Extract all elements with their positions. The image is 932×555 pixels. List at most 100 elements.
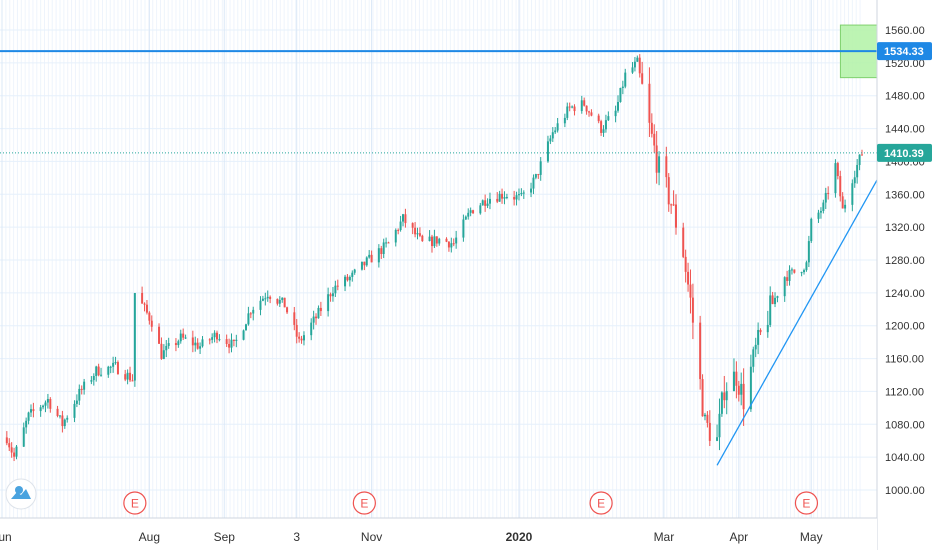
candle-body: [505, 196, 508, 198]
candle-body: [566, 106, 569, 118]
candle-body: [539, 161, 542, 175]
candle-body: [300, 338, 303, 341]
candle-body: [208, 339, 211, 341]
candle-body: [249, 313, 252, 315]
candle-body: [716, 437, 719, 441]
price-tick-label: 1240.00: [885, 288, 925, 300]
candle-body: [216, 332, 218, 340]
time-tick-label: Mar: [654, 530, 675, 544]
candle-body: [667, 177, 670, 205]
candle-body: [78, 388, 81, 401]
candle-body: [421, 235, 424, 242]
candle-body: [788, 269, 791, 281]
candle-body: [385, 242, 388, 244]
candle-body: [771, 295, 774, 305]
candle-body: [167, 343, 170, 346]
candle-body: [148, 312, 151, 321]
candle-body: [211, 337, 214, 340]
candle-body: [472, 210, 475, 214]
candle-body: [331, 293, 334, 297]
candle-body: [708, 422, 711, 441]
candle-body: [556, 123, 559, 131]
candle-body: [252, 309, 255, 314]
candle-body: [73, 403, 76, 418]
price-label-text: 1410.39: [884, 148, 924, 160]
candle-body: [416, 233, 419, 235]
candle-body: [107, 366, 110, 375]
candle-body: [10, 447, 13, 453]
time-axis[interactable]: Jun Aug Sep 3 Nov 2020 Mar Apr May: [0, 517, 877, 550]
candle-body: [310, 322, 313, 336]
candle-body: [177, 341, 180, 346]
candle-body: [22, 427, 25, 447]
candle-body: [174, 343, 177, 346]
candle-body: [817, 212, 820, 219]
candle-body: [546, 141, 549, 162]
candles-layer: [5, 54, 863, 462]
earnings-marker: [123, 491, 147, 515]
candle-body: [699, 322, 702, 380]
price-tick-label: 1160.00: [885, 354, 924, 366]
candle-body: [360, 261, 363, 270]
candle-body: [839, 176, 842, 197]
candle-body: [650, 122, 653, 134]
candle-body: [346, 276, 349, 281]
candle-body: [363, 261, 366, 266]
candle-body: [481, 200, 484, 206]
candle-body: [377, 248, 380, 263]
candle-body: [131, 380, 134, 382]
candle-body: [810, 218, 813, 242]
candle-body: [469, 210, 472, 213]
candle-body: [160, 343, 163, 359]
price-tick-label: 1560.00: [885, 25, 925, 37]
candle-body: [13, 452, 16, 457]
earnings-marker-label: E: [131, 497, 139, 511]
logo-cloud-shape: [11, 489, 31, 499]
candle-body: [732, 371, 735, 392]
candle-body: [380, 248, 383, 255]
candle-body: [25, 420, 28, 428]
candle-body: [232, 339, 235, 341]
candle-body: [687, 271, 690, 285]
candle-body: [754, 344, 757, 350]
earnings-marker: [589, 491, 613, 515]
candle-body: [56, 408, 59, 416]
candle-body: [39, 407, 42, 412]
candle-body: [402, 214, 405, 222]
candle-body: [706, 414, 709, 423]
candle-body: [549, 138, 552, 142]
candle-body: [315, 316, 318, 319]
candle-body: [503, 197, 506, 199]
candle-body: [776, 296, 779, 298]
candle-body: [370, 254, 373, 263]
candle-body: [638, 57, 641, 74]
candle-body: [230, 339, 233, 348]
candle-body: [803, 270, 806, 273]
major-gridlines: [0, 0, 877, 518]
candle-body: [124, 374, 127, 380]
candle-body: [790, 269, 793, 271]
candle-body: [428, 236, 431, 242]
earnings-marker-label: E: [802, 497, 810, 511]
candle-body: [447, 241, 450, 248]
candle-body: [498, 193, 501, 202]
candle-body: [532, 177, 535, 189]
tradingview-cloud-icon[interactable]: [5, 478, 37, 510]
price-axis[interactable]: 1000.00 1040.00 1080.00 1120.00 1160.00 1200.…: [876, 0, 932, 550]
candle-body: [534, 174, 537, 178]
candle-body: [387, 242, 390, 244]
candle-body: [769, 295, 772, 325]
candle-body: [759, 329, 762, 333]
time-tick-label: Nov: [361, 530, 382, 544]
candle-body: [435, 236, 438, 244]
candle-body: [689, 284, 692, 298]
candle-body: [399, 221, 402, 231]
candle-body: [757, 329, 760, 345]
candle-body: [5, 437, 8, 444]
candle-body: [479, 205, 482, 214]
price-axis-bg: [877, 0, 932, 550]
candle-body: [464, 216, 467, 220]
candle-body: [607, 116, 610, 121]
